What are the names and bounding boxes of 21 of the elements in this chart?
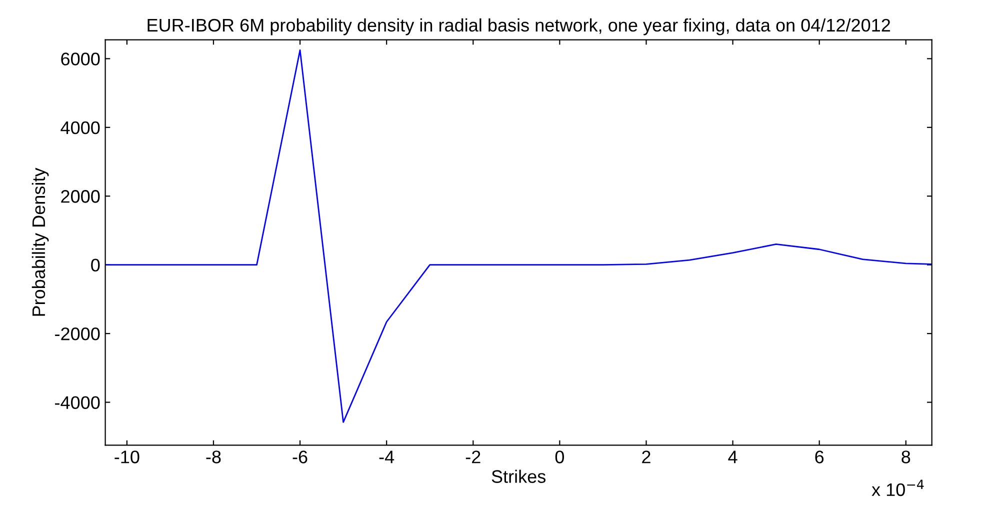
x-tick-label: 8 — [902, 450, 910, 464]
y-tick-label: 2000 — [61, 190, 100, 203]
x-tick-label: 2 — [642, 450, 650, 464]
x-tick-label: -2 — [466, 450, 480, 464]
x-tick-label: 4 — [728, 450, 738, 464]
y-tick-label: 6000 — [61, 52, 100, 66]
chart-title: EUR-IBOR 6M probability density in radial basis network, one year fixing, data on 04/12/2012 — [148, 18, 890, 36]
y-tick-label: -2000 — [55, 327, 100, 340]
x-axis-title: Strikes — [492, 470, 546, 483]
line-series — [105, 49, 932, 423]
x-tick-label: 6 — [815, 450, 824, 464]
y-tick-label: -4000 — [55, 396, 100, 409]
y-axis-title: Probability Density — [32, 168, 49, 316]
y-tick-label: 4000 — [60, 121, 100, 134]
x-tick-label: -10 — [114, 450, 140, 464]
x-tick-label: -4 — [379, 450, 394, 464]
x-tick-label: -6 — [292, 450, 308, 464]
text: x 10$^{−4}$ — [872, 480, 924, 496]
x-tick-label: 0 — [555, 450, 564, 464]
x-tick-label: -8 — [206, 450, 221, 464]
y-tick-label: 0 — [91, 258, 100, 272]
